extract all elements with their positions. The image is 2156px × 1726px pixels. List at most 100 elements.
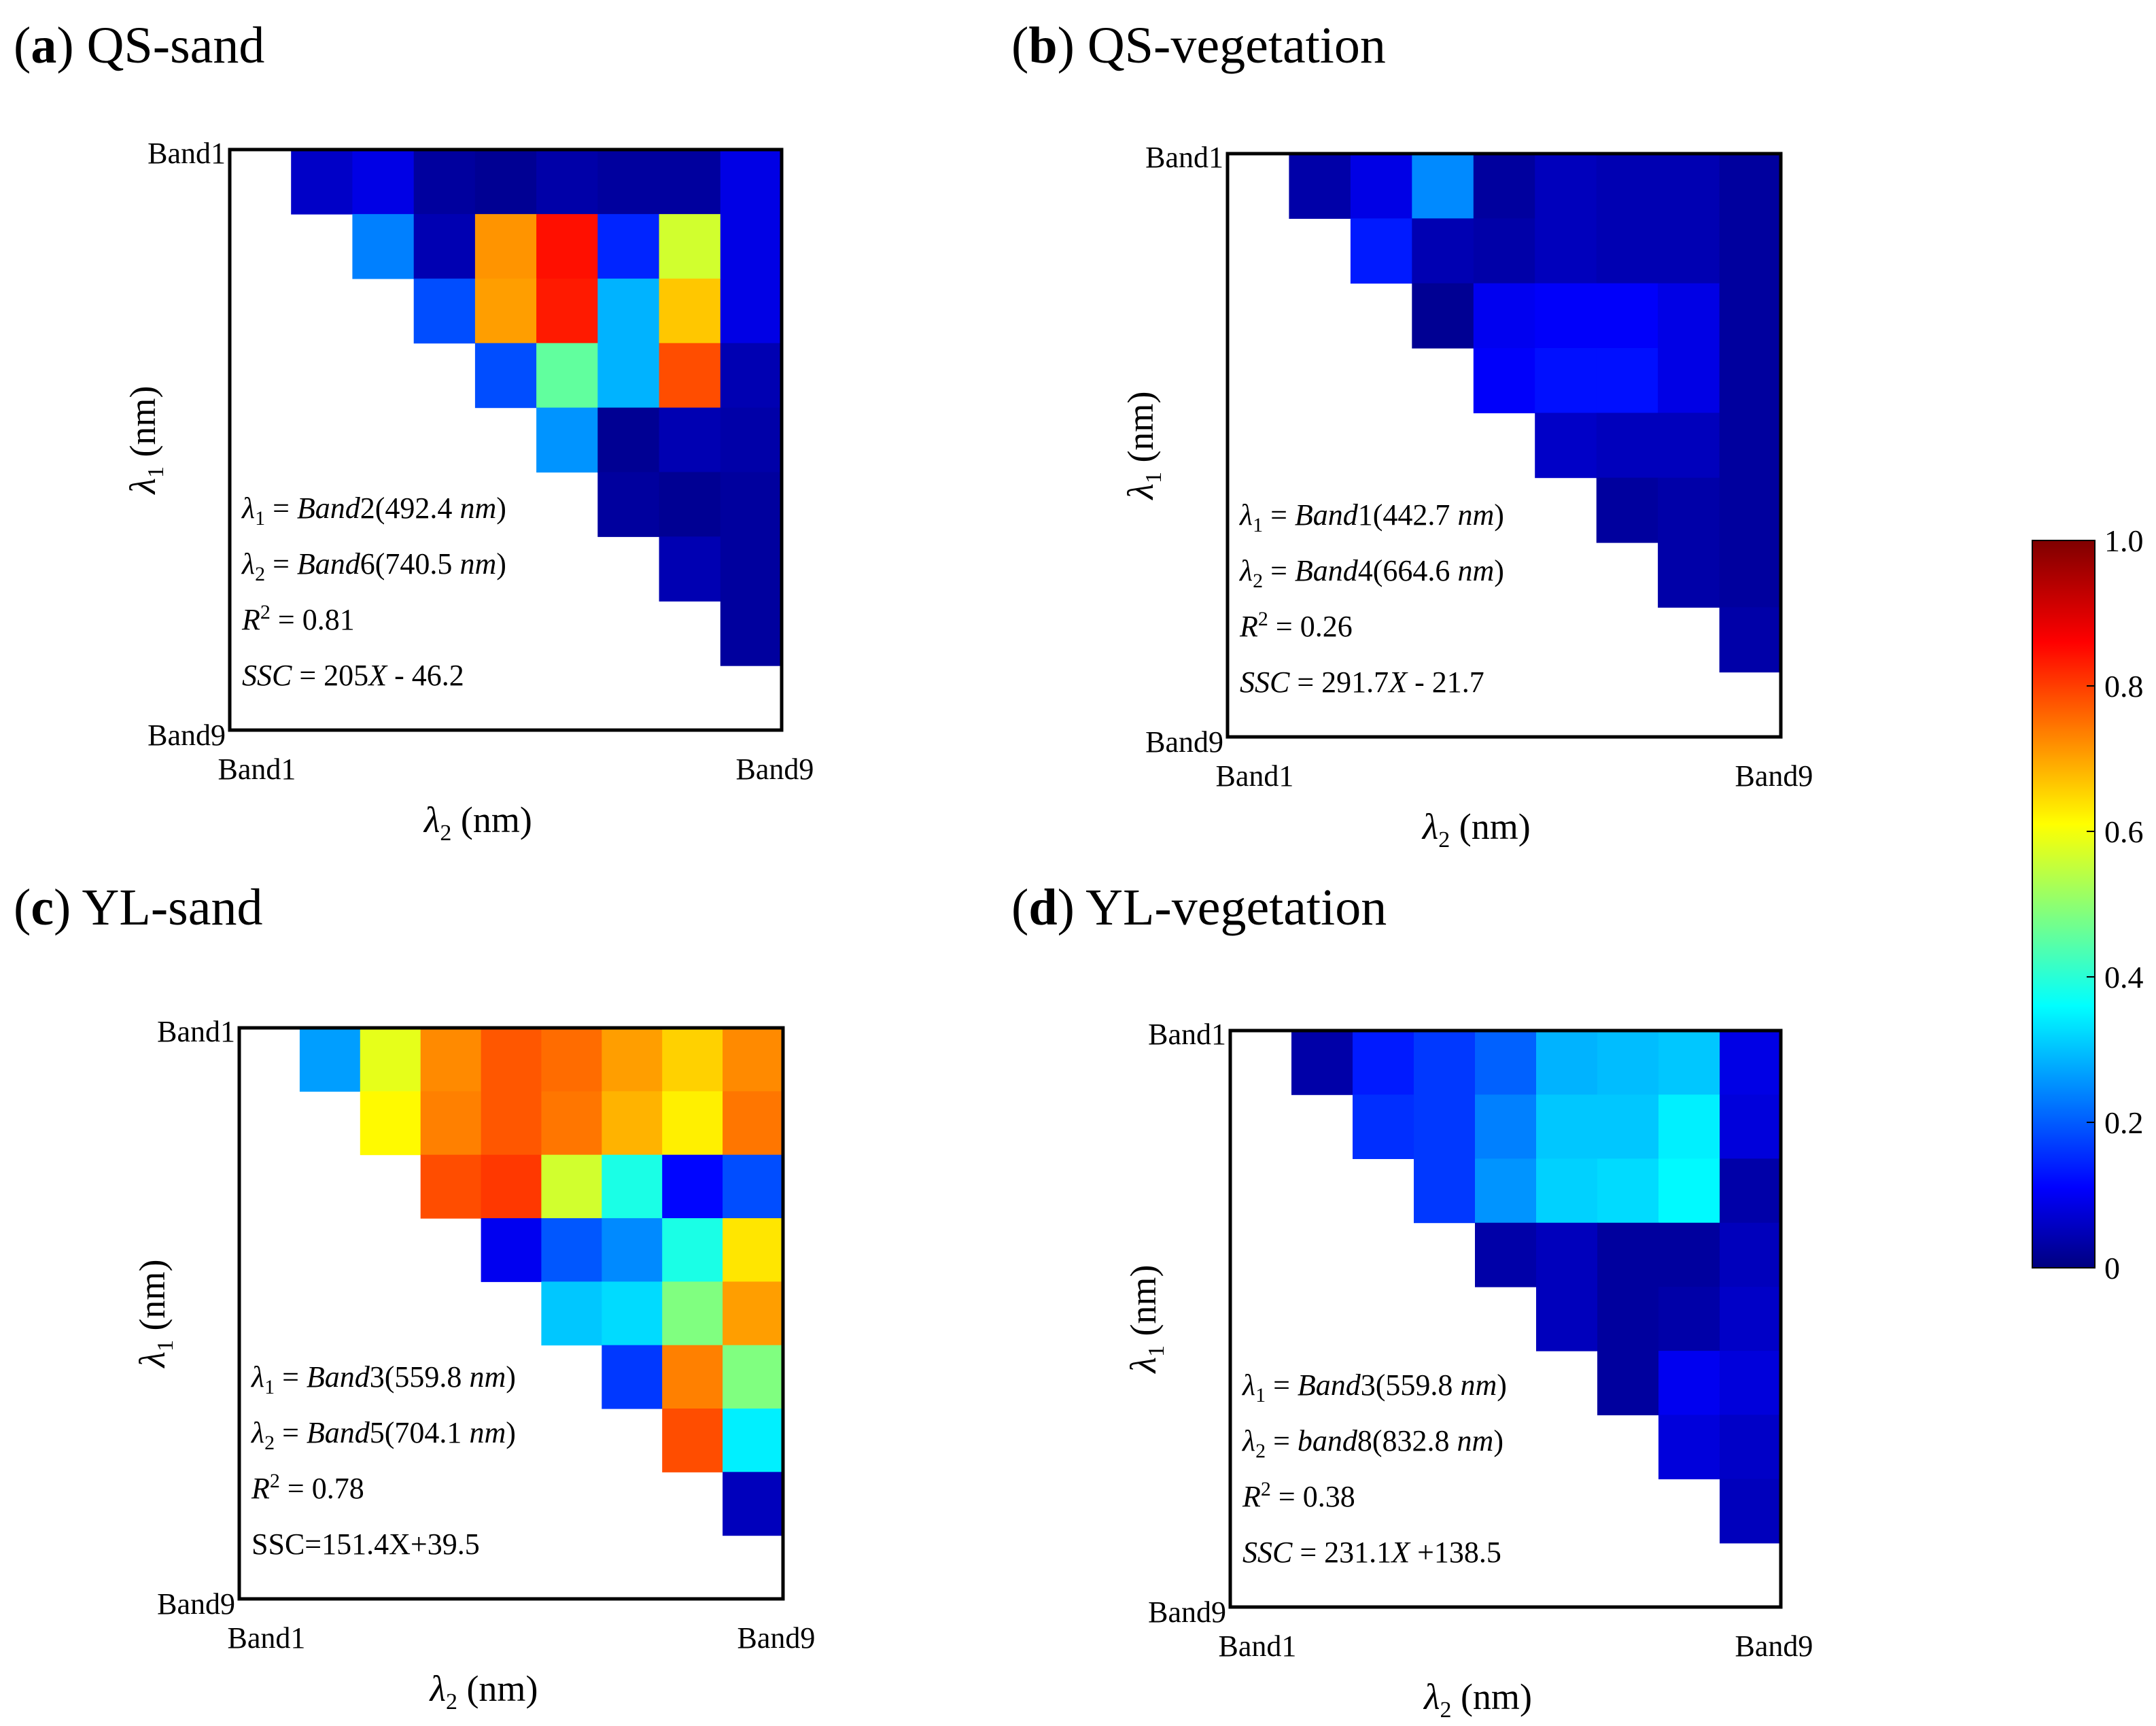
heatmap-cell <box>1719 283 1781 349</box>
y-tick-start: Band1 <box>1145 141 1223 174</box>
heatmap-cell <box>597 472 660 537</box>
x-tick-end: Band9 <box>737 1621 816 1655</box>
annotation-line: λ2 = Band4(664.6 nm) <box>1238 554 1504 592</box>
heatmap-cell <box>420 1154 482 1219</box>
heatmap-cell <box>602 1281 663 1346</box>
heatmap-cell <box>536 150 598 215</box>
plot-frame <box>1225 152 1783 739</box>
heatmap-cell <box>536 407 598 473</box>
annotation-line: λ1 = Band3(559.8 nm) <box>250 1360 516 1398</box>
x-axis-label: λ2 (nm) <box>1423 1676 1532 1723</box>
panel-name: YL-vegetation <box>1085 879 1387 936</box>
heatmap-cell <box>723 1472 784 1536</box>
y-tick-end: Band9 <box>157 1587 235 1621</box>
panel-letter: a <box>31 17 56 74</box>
heatmap-cell <box>1596 154 1658 219</box>
heatmap-cell <box>1414 1158 1476 1224</box>
panel-letter: c <box>31 879 54 936</box>
x-axis-label: λ2 (nm) <box>423 799 532 846</box>
heatmap-cell <box>1658 1158 1720 1224</box>
heatmap-cell <box>352 213 415 279</box>
heatmap-cell <box>723 1345 784 1409</box>
heatmap-cell <box>481 1218 542 1282</box>
heatmap-cell <box>420 1028 482 1092</box>
heatmap-cell <box>474 213 537 279</box>
annotation-line: λ1 = Band2(492.4 nm) <box>241 491 506 530</box>
heatmap-cell <box>602 1345 663 1409</box>
heatmap-cell <box>536 343 598 409</box>
heatmap-cell <box>413 150 476 215</box>
y-tick-start: Band1 <box>1148 1018 1226 1051</box>
heatmap-cells <box>1291 1031 1781 1544</box>
y-tick-start: Band1 <box>147 137 226 170</box>
heatmap-cell <box>1536 1031 1598 1095</box>
heatmap-cell <box>1658 1031 1720 1095</box>
annotation-line: λ1 = Band1(442.7 nm) <box>1238 498 1504 536</box>
heatmap-cell <box>1596 413 1658 479</box>
heatmap-cell <box>1720 1479 1781 1544</box>
heatmap-cell <box>1720 1031 1781 1095</box>
heatmap-cell <box>1597 1094 1659 1159</box>
heatmap-cell <box>1719 542 1781 608</box>
heatmap-cell <box>474 343 537 409</box>
heatmap-cell <box>597 213 660 279</box>
heatmap-cell <box>1475 1222 1537 1288</box>
heatmap-cell <box>1536 1222 1598 1288</box>
heatmap-cell <box>1536 1286 1598 1351</box>
panel-letter: b <box>1028 17 1057 74</box>
heatmap-cell <box>662 1028 723 1092</box>
y-axis-label: λ1 (nm) <box>122 386 169 496</box>
heatmap-cells <box>291 150 782 666</box>
heatmap-cell <box>662 1091 723 1156</box>
heatmap-cell <box>1412 283 1474 349</box>
heatmap-cell <box>1475 1158 1537 1224</box>
plot-frame <box>228 148 784 732</box>
x-tick-start: Band1 <box>228 1621 306 1655</box>
heatmap-cell <box>1597 1031 1659 1095</box>
heatmap-cell <box>536 213 598 279</box>
heatmap-cell <box>597 407 660 473</box>
heatmap-cell <box>1350 218 1412 284</box>
heatmap-cell <box>1473 218 1535 284</box>
heatmap-cell <box>413 278 476 344</box>
heatmap-cell <box>720 407 782 473</box>
heatmap-cell <box>1412 218 1474 284</box>
colorbar-tick-label: 0.8 <box>2104 669 2144 704</box>
heatmap-cell <box>1719 154 1781 219</box>
heatmap-cell <box>720 472 782 537</box>
heatmap-cell <box>1719 607 1781 673</box>
heatmap-cell <box>1412 154 1474 219</box>
heatmap-cell <box>720 213 782 279</box>
annotation-line: λ2 = Band5(704.1 nm) <box>250 1416 516 1454</box>
heatmap-cell <box>602 1154 663 1219</box>
panel-name: YL-sand <box>82 879 263 936</box>
colorbar-frame <box>2032 540 2096 1268</box>
heatmap-cell <box>1289 154 1351 219</box>
heatmap-cell <box>1720 1415 1781 1480</box>
panel-title: (a) QS-sand <box>14 17 264 74</box>
heatmap-cell <box>1658 1351 1720 1415</box>
heatmap-cell <box>1535 413 1597 479</box>
heatmap-cell <box>1597 1158 1659 1224</box>
heatmap-cell <box>1596 283 1658 349</box>
heatmap-cell <box>1535 283 1597 349</box>
annotation-line: SSC = 205X - 46.2 <box>242 659 464 692</box>
heatmap-cell <box>291 150 353 215</box>
annotation-line: SSC=151.4X+39.5 <box>251 1527 480 1561</box>
heatmap-cell <box>720 343 782 409</box>
heatmap-cell <box>1658 1415 1720 1480</box>
panel-title: (b) QS-vegetation <box>1011 17 1386 74</box>
heatmap-cell <box>1658 413 1720 479</box>
heatmap-cell <box>662 1409 723 1472</box>
heatmap-cell <box>723 1409 784 1472</box>
heatmap-cell <box>536 278 598 344</box>
heatmap-cell <box>541 1091 602 1156</box>
heatmap-cell <box>1658 218 1720 284</box>
heatmap-cell <box>541 1028 602 1092</box>
heatmap-cell <box>720 150 782 215</box>
annotation-block: λ1 = Band3(559.8 nm) λ2 = band8(832.8 nm)… <box>1241 1368 1507 1569</box>
heatmap-cell <box>1535 154 1597 219</box>
